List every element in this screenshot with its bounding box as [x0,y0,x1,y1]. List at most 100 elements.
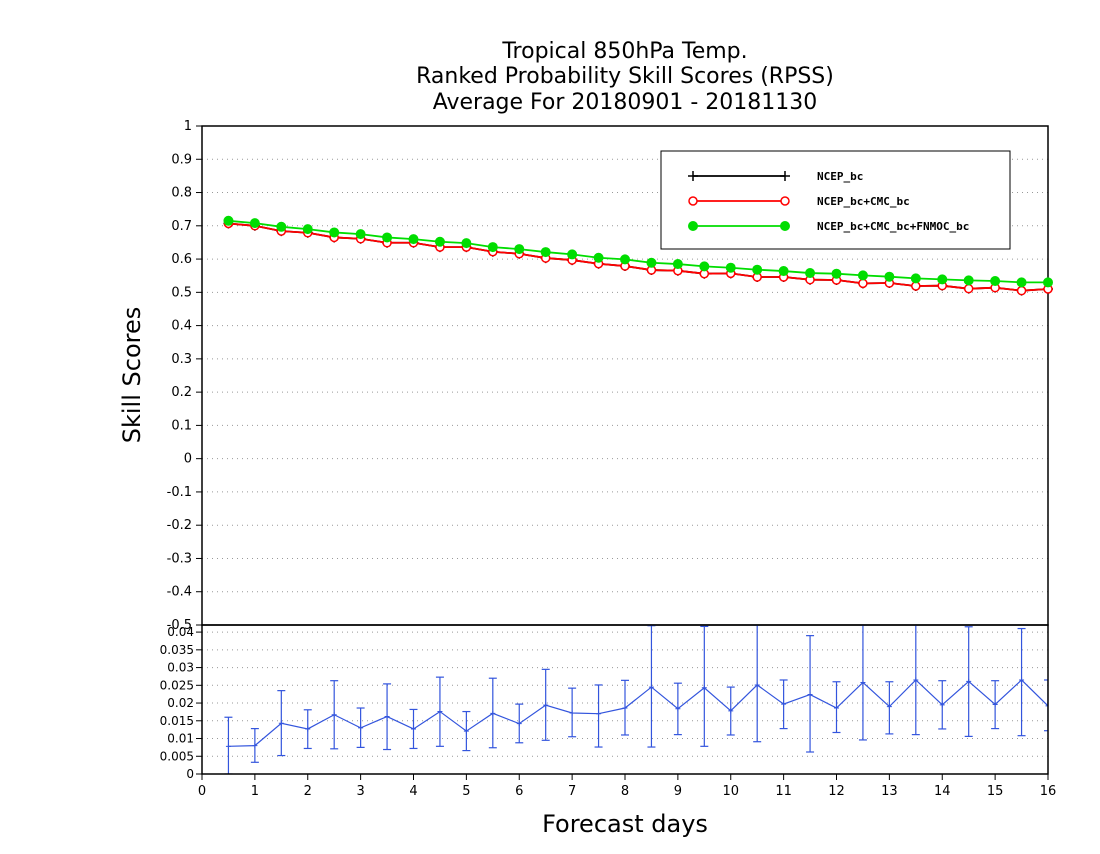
legend-marker-2 [688,221,698,231]
difference-point [648,684,654,690]
top-y-tick-label: -0.2 [167,518,192,533]
series-2-point [382,232,393,243]
series-2-point [223,215,234,226]
top-y-tick-label: 0.8 [171,186,192,201]
difference-point [913,677,919,683]
x-tick-label: 0 [198,784,206,799]
series-2-point [434,236,445,247]
legend-marker-0 [780,171,790,181]
series-2-point [857,270,868,281]
difference-point [728,708,734,714]
difference-point [384,714,390,720]
series-2-point [567,249,578,260]
title-line-3: Average For 20180901 - 20181130 [433,90,818,115]
bottom-y-tick-label: 0.03 [167,661,194,675]
x-tick-label: 6 [515,784,523,799]
series-2-point [752,264,763,275]
series-2-point [884,271,895,282]
series-2-point [540,247,551,258]
series-2-point [620,254,630,265]
difference-point [463,728,469,734]
difference-point [1019,677,1025,683]
series-2-point [461,238,472,249]
bottom-y-tick-label: 0.015 [160,714,194,728]
series-2-point [699,261,710,272]
bottom-y-tick-label: 0 [186,767,194,781]
x-tick-label: 14 [934,784,951,799]
series-2-point [725,262,736,273]
x-tick-label: 4 [409,784,417,799]
difference-point [939,702,945,708]
series-2-point [329,227,340,238]
series-1-point [858,278,868,289]
legend-marker-1 [688,196,698,206]
series-2-point [355,229,366,240]
x-tick-label: 5 [462,784,470,799]
legend-marker-0 [688,171,698,181]
legend-label-1: NCEP_bc+CMC_bc [817,195,910,208]
bottom-y-tick-label: 0.04 [167,625,194,639]
series-2-point [831,268,842,279]
legend-marker-1 [780,196,790,206]
difference-point [225,743,231,749]
series-2-point [302,224,313,235]
series-2-point [805,268,816,279]
chart-title: Tropical 850hPa Temp. Ranked Probability… [416,39,834,115]
series-1-point [963,283,974,294]
difference-point [860,679,866,685]
difference-point [358,725,364,731]
difference-point [834,705,839,711]
difference-point [992,701,998,707]
series-2-point [990,276,1001,287]
series-2-point [487,242,498,253]
difference-point [701,685,707,691]
legend: NCEP_bc NCEP_bc+CMC_bc NCEP_bc+CMC_bc+FNMO… [660,150,1011,250]
difference-point [596,711,602,717]
bottom-plot-frame [201,624,1049,775]
title-line-1: Tropical 850hPa Temp. [501,39,747,64]
series-2-point [249,218,260,229]
legend-marker-2 [780,221,790,231]
top-y-tick-label: 0.9 [171,152,192,167]
top-y-tick-label: 0 [184,452,192,467]
x-tick-label: 1 [251,784,259,799]
difference-point [569,710,575,716]
difference-point [1045,703,1048,709]
series-2-point [1016,277,1027,288]
bottom-y-tick-label: 0.02 [167,696,194,710]
difference-point [675,706,681,712]
legend-label-2: NCEP_bc+CMC_bc+FNMOC_bc [817,220,969,233]
series-2-point [593,252,604,263]
series-2-point [910,273,921,284]
x-tick-label: 15 [987,784,1004,799]
top-y-tick-label: 0.1 [171,418,192,433]
series-1-point [1016,285,1027,296]
top-y-tick-label: -0.5 [167,618,192,633]
difference-point [305,726,311,732]
x-tick-label: 12 [828,784,845,799]
x-tick-label: 2 [304,784,312,799]
series-2-point [963,275,974,286]
bottom-y-tick-label: 0.005 [160,749,194,763]
x-tick-label: 9 [674,784,682,799]
bottom-y-tick-label: 0.025 [160,678,194,692]
difference-point [437,709,443,715]
difference-point [516,721,522,727]
difference-point [807,692,813,698]
bottom-y-tick-label: 0.01 [167,732,194,746]
x-tick-label: 16 [1040,784,1057,799]
difference-point [754,682,760,688]
top-y-tick-label: -0.3 [167,551,192,566]
difference-point [622,705,628,711]
series-2-point [1043,277,1053,288]
x-tick-label: 10 [722,784,739,799]
title-line-2: Ranked Probability Skill Scores (RPSS) [416,64,834,89]
x-tick-label: 13 [881,784,898,799]
top-y-tick-label: 0.5 [171,285,192,300]
series-2-point [408,234,419,245]
difference-point [278,720,284,726]
series-2-point [276,221,287,232]
